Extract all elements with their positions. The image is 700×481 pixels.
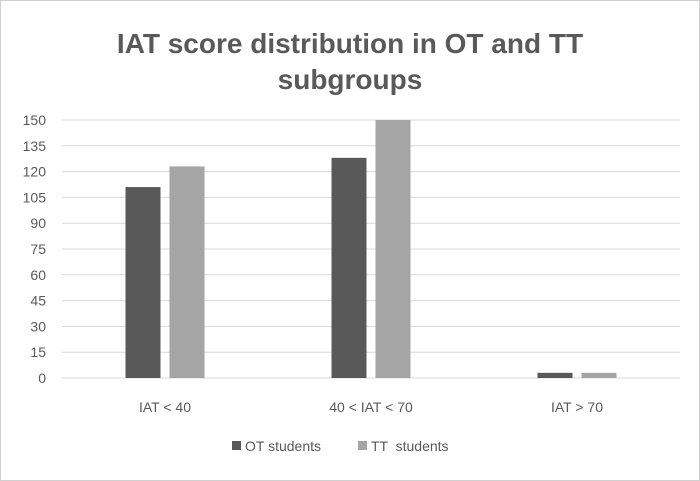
chart-title-line-2: subgroups xyxy=(278,64,423,95)
bar-tt-1 xyxy=(375,120,411,378)
bar-ot-1 xyxy=(331,157,367,378)
bars xyxy=(125,120,617,378)
bar-ot-2 xyxy=(537,372,573,378)
x-tick-label-0: IAT < 40 xyxy=(139,399,191,415)
y-tick-label-90: 90 xyxy=(30,215,46,231)
y-axis-ticks: 0 15 30 45 60 75 90 105 120 135 150 xyxy=(23,112,47,386)
y-tick-label-120: 120 xyxy=(23,164,47,180)
legend-label-ot-students: OT students xyxy=(245,438,321,454)
bar-tt-2 xyxy=(581,372,617,378)
y-tick-label-45: 45 xyxy=(30,293,46,309)
y-tick-label-135: 135 xyxy=(23,138,47,154)
y-tick-label-60: 60 xyxy=(30,267,46,283)
x-tick-label-2: IAT > 70 xyxy=(551,399,603,415)
bar-tt-0 xyxy=(169,166,205,378)
legend-swatch-tt-students xyxy=(358,441,367,450)
y-tick-label-30: 30 xyxy=(30,318,46,334)
x-tick-label-1: 40 < IAT < 70 xyxy=(329,399,413,415)
legend-label-tt-students: TT students xyxy=(371,438,449,454)
y-tick-label-75: 75 xyxy=(30,241,46,257)
legend: OT students TT students xyxy=(232,438,449,454)
y-tick-label-105: 105 xyxy=(23,189,47,205)
bar-ot-0 xyxy=(125,187,161,378)
chart-title-line-1: IAT score distribution in OT and TT xyxy=(117,28,583,59)
gridlines xyxy=(62,119,680,379)
x-axis-ticks: IAT < 40 40 < IAT < 70 IAT > 70 xyxy=(139,399,603,415)
y-tick-label-150: 150 xyxy=(23,112,47,128)
legend-item-ot-students: OT students xyxy=(232,438,321,454)
y-tick-label-15: 15 xyxy=(30,344,46,360)
y-tick-label-0: 0 xyxy=(38,370,46,386)
legend-swatch-ot-students xyxy=(232,441,241,450)
legend-item-tt-students: TT students xyxy=(358,438,449,454)
